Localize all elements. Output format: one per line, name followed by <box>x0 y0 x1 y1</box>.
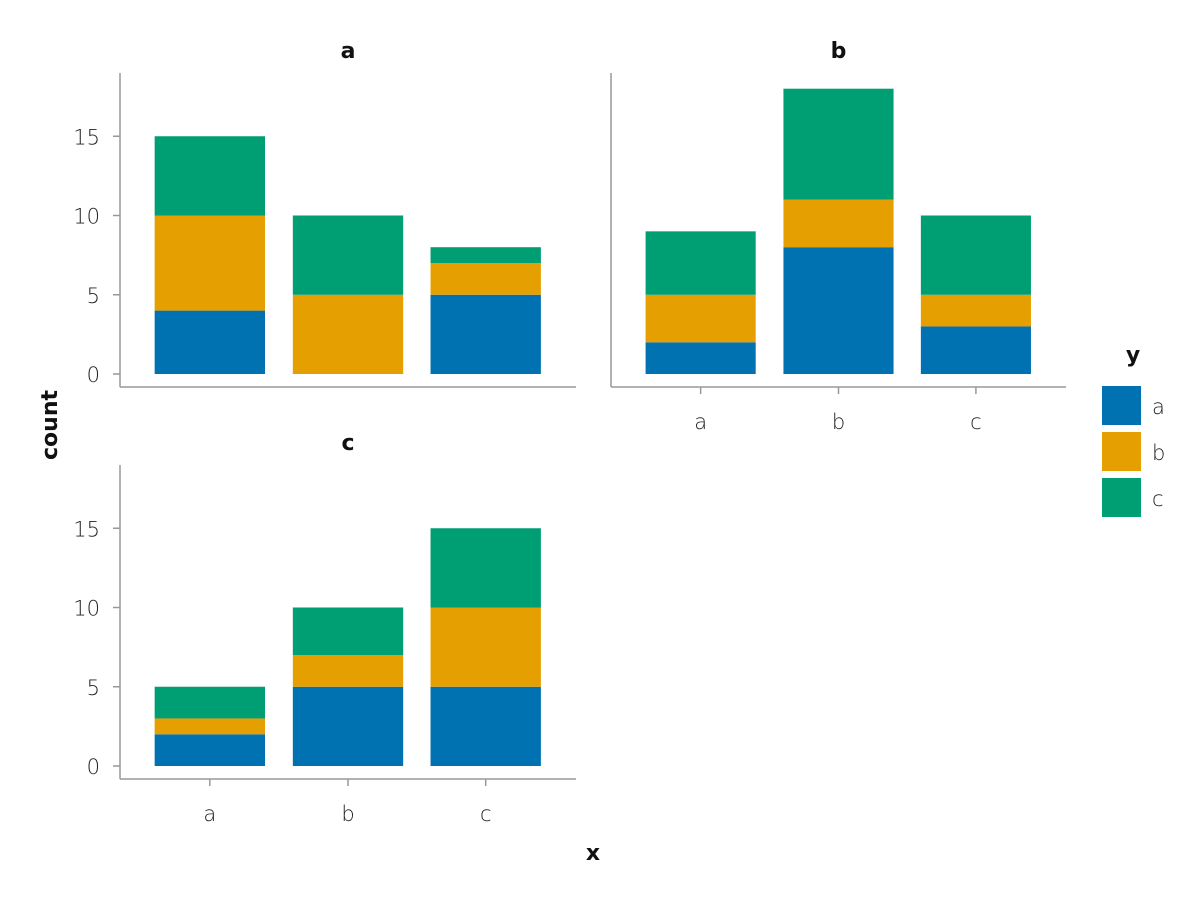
legend-swatch-b <box>1102 432 1141 471</box>
legend-swatch-c <box>1102 478 1141 517</box>
bar-segment-a <box>154 310 266 374</box>
bar-segment-b <box>154 215 266 311</box>
legend-label: a <box>1152 395 1165 419</box>
x-tick-label: a <box>694 410 707 434</box>
bar-segment-c <box>154 686 266 719</box>
bar-segment-a <box>783 247 894 374</box>
x-tick-label: c <box>480 802 492 826</box>
bar-segment-a <box>430 294 541 374</box>
bar-segment-b <box>292 294 404 374</box>
bar-segment-a <box>920 326 1031 374</box>
bar-segment-b <box>154 718 266 735</box>
legend-title: y <box>1126 343 1140 368</box>
y-tick-label: 5 <box>87 284 100 308</box>
legend-label: b <box>1152 441 1165 465</box>
y-tick-label: 5 <box>87 676 100 700</box>
panel-title: b <box>831 39 847 64</box>
bar-segment-c <box>645 231 756 295</box>
bar-segment-a <box>292 686 404 766</box>
bar-segment-c <box>292 607 404 656</box>
y-tick-label: 0 <box>87 755 100 779</box>
bar-segment-a <box>645 342 756 374</box>
legend-label: c <box>1152 487 1164 511</box>
x-tick-label: a <box>203 802 216 826</box>
bar-segment-b <box>430 607 541 687</box>
bar-segment-b <box>783 199 894 248</box>
bar-segment-c <box>430 247 541 264</box>
y-axis-label: count <box>38 390 63 460</box>
panel-title: a <box>341 39 356 64</box>
panel-title: c <box>341 431 354 456</box>
bar-segment-a <box>154 734 266 766</box>
bar-segment-c <box>292 215 404 295</box>
x-tick-label: b <box>832 410 845 434</box>
x-tick-label: c <box>970 410 982 434</box>
y-tick-label: 15 <box>73 517 100 541</box>
bar-segment-a <box>430 686 541 766</box>
bar-segment-b <box>920 294 1031 327</box>
x-tick-label: b <box>341 802 354 826</box>
x-axis-label: x <box>586 841 600 866</box>
y-tick-label: 0 <box>87 363 100 387</box>
legend-swatch-a <box>1102 386 1141 425</box>
y-tick-label: 10 <box>73 597 100 621</box>
bar-segment-b <box>645 294 756 343</box>
bar-segment-c <box>920 215 1031 295</box>
y-tick-label: 15 <box>73 125 100 149</box>
bar-segment-b <box>430 263 541 295</box>
bar-segment-c <box>783 88 894 200</box>
bar-segment-c <box>430 528 541 608</box>
y-tick-label: 10 <box>73 205 100 229</box>
bar-segment-c <box>154 136 266 216</box>
bar-segment-b <box>292 655 404 687</box>
